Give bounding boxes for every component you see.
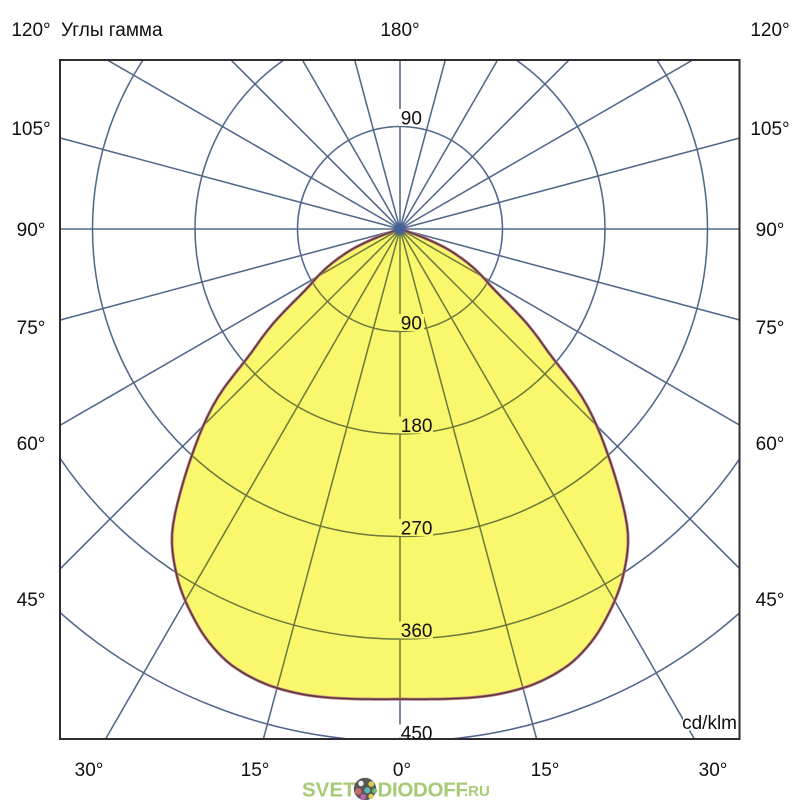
svg-text:90: 90 [401, 314, 422, 335]
svg-text:105°: 105° [11, 119, 50, 140]
svg-text:90: 90 [401, 109, 422, 130]
svg-text:120°: 120° [11, 20, 50, 41]
svg-text:105°: 105° [750, 119, 789, 140]
svg-text:15°: 15° [241, 760, 270, 781]
svg-text:45°: 45° [756, 590, 785, 611]
svg-text:180: 180 [401, 416, 433, 437]
svg-text:75°: 75° [17, 318, 46, 339]
svg-text:90°: 90° [17, 220, 46, 241]
svg-text:DIODOFF: DIODOFF [378, 779, 468, 800]
svg-text:450: 450 [401, 724, 433, 745]
svg-text:60°: 60° [17, 434, 46, 455]
svg-text:90°: 90° [756, 220, 785, 241]
svg-text:15°: 15° [531, 760, 560, 781]
svg-text:0°: 0° [393, 760, 411, 781]
svg-text:30°: 30° [699, 760, 728, 781]
svg-text:cd/klm: cd/klm [682, 713, 737, 734]
svg-text:180°: 180° [380, 20, 419, 41]
svg-text:30°: 30° [75, 760, 104, 781]
svg-text:60°: 60° [756, 434, 785, 455]
svg-text:75°: 75° [756, 318, 785, 339]
svg-text:.RU: .RU [464, 783, 490, 800]
svg-text:SVET: SVET [302, 779, 356, 800]
svg-text:120°: 120° [750, 20, 789, 41]
svg-text:360: 360 [401, 621, 433, 642]
svg-text:45°: 45° [17, 590, 46, 611]
svg-text:Углы гамма: Углы гамма [61, 20, 163, 41]
svg-text:270: 270 [401, 519, 433, 540]
